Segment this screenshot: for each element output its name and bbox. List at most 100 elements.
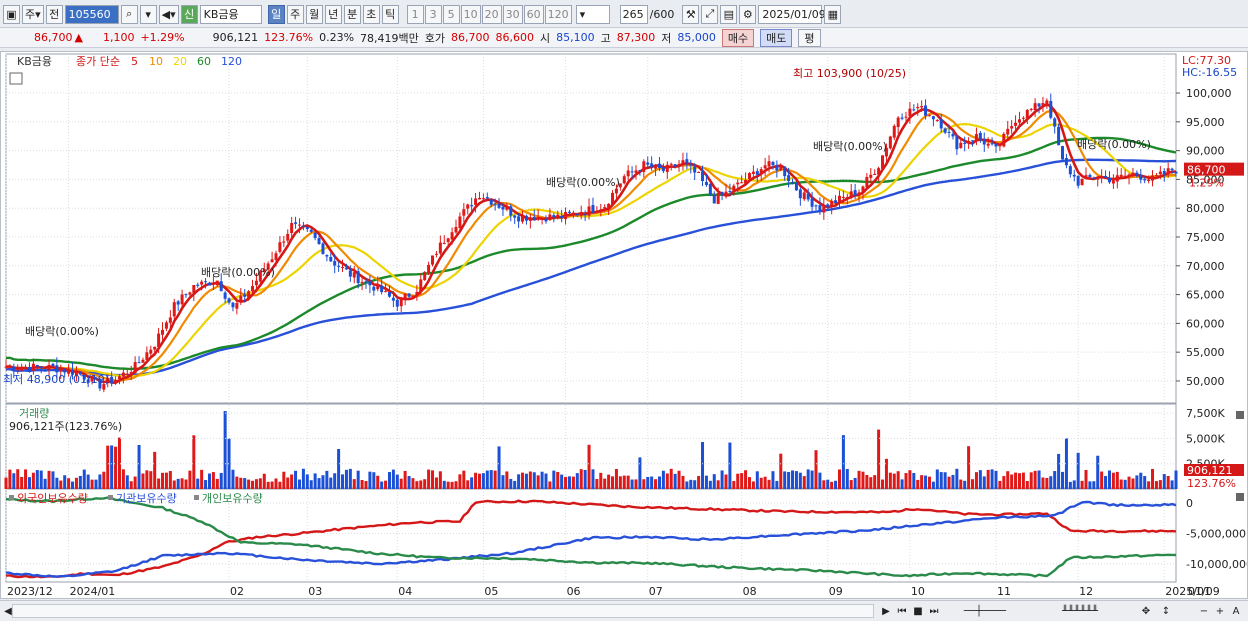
count-input[interactable]: 265 [619, 4, 648, 24]
candle-body [939, 119, 943, 129]
interval-button-10[interactable]: 10 [460, 4, 481, 24]
candle-body [689, 163, 693, 166]
volume-bar [39, 470, 43, 489]
volume-value: 906,121 [212, 31, 259, 44]
candle-body [751, 171, 755, 174]
candle-body [247, 291, 251, 299]
period-tab-0[interactable]: 일 [267, 4, 285, 24]
holdings-y-label: -5,000,000 [1186, 527, 1246, 540]
volume-bar [732, 480, 736, 489]
dropdown-icon[interactable]: ▾ [139, 4, 157, 24]
volume-bar [896, 471, 900, 489]
scroll-left-icon[interactable]: ◀ [4, 605, 12, 617]
volume-bar [1131, 478, 1135, 489]
candle-body [787, 175, 791, 182]
volume-bar [591, 469, 595, 489]
period-tab-1[interactable]: 주 [286, 4, 304, 24]
scroll-right-icon[interactable]: ▶ [882, 605, 890, 617]
period-tab-2[interactable]: 월 [305, 4, 323, 24]
volume-bar [1162, 474, 1166, 489]
crosshair-icon[interactable]: ✥ [1141, 605, 1151, 617]
candle-body [986, 143, 990, 146]
candle-body [172, 302, 176, 317]
candle-body [575, 213, 579, 216]
candle-body [1041, 103, 1045, 108]
fast-forward-icon[interactable]: ⏭ [929, 605, 939, 617]
candle-body [207, 282, 211, 286]
volume-bar [493, 470, 497, 489]
text-icon[interactable]: A [1232, 605, 1240, 617]
period-tab-3[interactable]: 년 [324, 4, 342, 24]
buy-button[interactable]: 매수 [721, 28, 755, 47]
gear-icon[interactable]: ⚙ [739, 4, 757, 24]
interval-button-60[interactable]: 60 [523, 4, 544, 24]
candle-body [728, 191, 732, 193]
volume-bar [294, 470, 298, 489]
period-tab-5[interactable]: 초 [362, 4, 380, 24]
volume-bar [505, 471, 509, 489]
sell-button[interactable]: 매도 [760, 28, 793, 47]
volume-bar [955, 468, 959, 489]
zoom-out-icon[interactable]: − [1199, 605, 1209, 617]
candle-body [387, 291, 391, 297]
interval-button-3[interactable]: 3 [424, 4, 442, 24]
candle-body [744, 179, 748, 184]
volume-bar [916, 479, 920, 489]
stock-chart[interactable]: KB금융 종가 단순 LC:77.30 HC:-16.55 거래량 906,12… [0, 51, 1248, 599]
candle-body [712, 195, 716, 204]
candle-body [967, 141, 971, 144]
chart-tools-icon[interactable]: ⚒ [682, 4, 700, 24]
stock-name-field[interactable]: KB금융 [199, 4, 262, 24]
search-icon[interactable]: ⌕ [120, 4, 138, 24]
interval-button-30[interactable]: 30 [502, 4, 523, 24]
candle-body [403, 293, 407, 299]
period-tab-4[interactable]: 분 [343, 4, 361, 24]
interval-select[interactable]: ▾ [575, 4, 610, 24]
rewind-icon[interactable]: ⏮ [897, 605, 907, 617]
stock-code-input[interactable]: 105560 [64, 4, 119, 24]
volume-bar [31, 472, 35, 489]
type-select[interactable]: 주 ▾ [22, 4, 44, 24]
volume-bar [528, 471, 532, 489]
x-axis-label: 05 [484, 585, 498, 598]
save-icon[interactable]: ▤ [720, 4, 738, 24]
volume-bar [161, 472, 165, 489]
candle-body [579, 213, 583, 216]
date-input[interactable]: 2025/01/09 [758, 4, 826, 24]
candle-body [837, 195, 841, 203]
volume-bar [1084, 469, 1088, 489]
eval-button[interactable]: 평 [798, 28, 821, 47]
prev-button[interactable]: 전 [45, 4, 63, 24]
cursor-icon[interactable]: ↕ [1161, 605, 1171, 617]
volume-bar [1037, 470, 1041, 489]
holdings-legend-1: 기관보유수량 [116, 492, 177, 505]
draw-icon[interactable]: ⤢ [701, 4, 719, 24]
calendar-icon[interactable]: ▦ [824, 4, 842, 24]
candle-body [736, 182, 740, 185]
interval-button-5[interactable]: 5 [442, 4, 460, 24]
candle-body [994, 143, 998, 147]
volume-bar [939, 472, 943, 489]
zoom-in-icon[interactable]: + [1215, 605, 1225, 617]
interval-button-1[interactable]: 1 [406, 4, 424, 24]
candle-body [869, 174, 873, 178]
stop-icon[interactable]: ■ [913, 605, 923, 617]
candle-body [110, 376, 114, 384]
volume-bar [254, 479, 258, 489]
volume-bar [974, 472, 978, 489]
interval-button-20[interactable]: 20 [481, 4, 502, 24]
volume-bar [798, 472, 802, 489]
candle-body [931, 116, 935, 120]
interval-button-120[interactable]: 120 [544, 4, 572, 24]
price-y-label: 65,000 [1186, 289, 1225, 302]
volume-bar [634, 479, 638, 489]
speaker-icon[interactable]: ◀▾ [158, 4, 179, 24]
horizontal-scrollbar[interactable] [12, 604, 874, 618]
period-tab-6[interactable]: 틱 [381, 4, 399, 24]
candle-body [528, 217, 532, 221]
zoom-slider[interactable]: ──┼──── [963, 605, 1007, 617]
volume-bar [657, 476, 661, 489]
candle-body [603, 207, 607, 209]
window-icon[interactable]: ▣ [3, 4, 20, 24]
volume-bar [513, 480, 517, 489]
